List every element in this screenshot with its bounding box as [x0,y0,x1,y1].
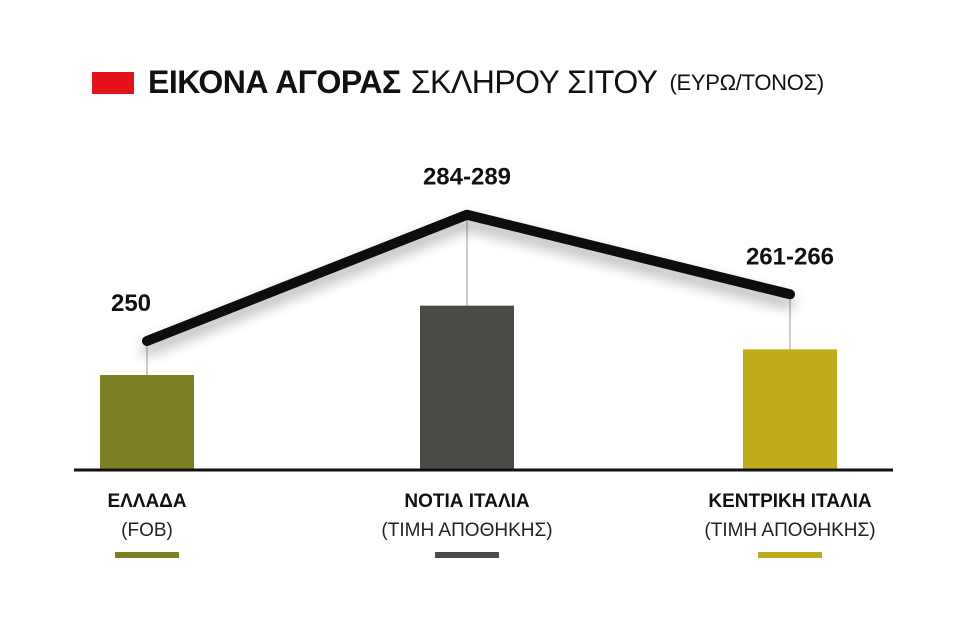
bar [420,305,514,470]
data-label: 284-289 [423,164,511,191]
legend-swatch [115,552,179,558]
category-label: ΕΛΛΑΔΑ [107,491,186,512]
bar [100,375,194,470]
bar [743,349,837,470]
chart-title: ΕΙΚΟΝΑ ΑΓΟΡΑΣ ΣΚΛΗΡΟΥ ΣΙΤΟΥ (ΕΥΡΩ/ΤΟΝΟΣ) [92,64,824,101]
category-sublabel: (FOB) [121,520,173,541]
legend-swatch [435,552,499,558]
data-label: 261-266 [746,243,834,270]
legend-swatch [758,552,822,558]
title-light: ΣΚΛΗΡΟΥ ΣΙΤΟΥ [410,64,658,100]
category-label: ΝΟΤΙΑ ΙΤΑΛΙΑ [404,491,530,512]
series-line [142,209,795,346]
category-label: ΚΕΝΤΡΙΚΗ ΙΤΑΛΙΑ [708,491,872,512]
title-bold: ΕΙΚΟΝΑ ΑΓΟΡΑΣ [148,64,401,100]
data-label: 250 [111,290,151,317]
title-marker [92,71,134,94]
title-unit: (ΕΥΡΩ/ΤΟΝΟΣ) [669,69,825,95]
category-sublabel: (ΤΙΜΗ ΑΠΟΘΗΚΗΣ) [381,520,552,541]
category-sublabel: (ΤΙΜΗ ΑΠΟΘΗΚΗΣ) [704,520,875,541]
